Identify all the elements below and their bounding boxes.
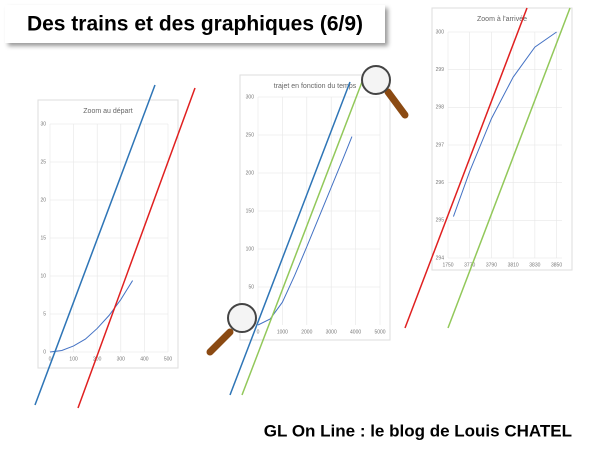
x-tick-label: 3850 xyxy=(551,262,562,268)
x-tick-label: 3000 xyxy=(326,329,337,335)
y-tick-label: 297 xyxy=(436,142,445,148)
chart-title: trajet en fonction du temps xyxy=(274,83,357,90)
y-tick-label: 300 xyxy=(246,94,255,100)
y-tick-label: 300 xyxy=(436,29,445,35)
magnifier xyxy=(361,65,409,119)
x-tick-label: 3790 xyxy=(486,262,497,268)
y-tick-label: 299 xyxy=(436,67,445,73)
data-line xyxy=(452,31,557,217)
data-line xyxy=(49,280,134,353)
x-tick-label: 500 xyxy=(164,356,173,362)
chart-title: Zoom à l'arrivée xyxy=(477,16,527,23)
x-tick-label: 400 xyxy=(140,356,149,362)
x-tick-label: 0 xyxy=(49,356,52,362)
x-tick-label: 3810 xyxy=(508,262,519,268)
x-tick-label: 2000 xyxy=(301,329,312,335)
y-tick-label: 295 xyxy=(436,218,445,224)
data-line xyxy=(257,136,353,326)
x-tick-label: 300 xyxy=(117,356,126,362)
x-tick-label: 100 xyxy=(69,356,78,362)
y-tick-label: 30 xyxy=(40,121,46,127)
y-tick-label: 50 xyxy=(248,284,254,290)
annotation-lines xyxy=(34,7,571,409)
x-tick-label: 1000 xyxy=(277,329,288,335)
x-tick-label: 3830 xyxy=(529,262,540,268)
y-tick-label: 100 xyxy=(246,246,255,252)
y-tick-label: 20 xyxy=(40,197,46,203)
tangent-line xyxy=(447,7,571,329)
slide-title: Des trains et des graphiques (6/9) xyxy=(27,13,363,36)
x-tick-label: 3770 xyxy=(464,262,475,268)
title-box xyxy=(5,5,385,43)
y-tick-label: 294 xyxy=(436,255,445,261)
y-tick-label: 250 xyxy=(246,132,255,138)
y-tick-label: 10 xyxy=(40,273,46,279)
chart-area xyxy=(239,74,391,341)
y-tick-label: 298 xyxy=(436,105,445,111)
x-tick-label: 0 xyxy=(257,329,260,335)
y-tick-label: 296 xyxy=(436,180,445,186)
chart-title: Zoom au départ xyxy=(83,108,132,115)
magnifier xyxy=(206,303,257,356)
y-tick-label: 5 xyxy=(43,311,46,317)
x-tick-label: 200 xyxy=(93,356,102,362)
chart-area xyxy=(431,7,573,271)
x-tick-label: 5000 xyxy=(374,329,385,335)
tangent-line xyxy=(34,84,156,406)
y-tick-label: 200 xyxy=(246,170,255,176)
tangent-line xyxy=(241,81,363,396)
y-tick-label: 15 xyxy=(40,235,46,241)
y-tick-label: 25 xyxy=(40,159,46,165)
chart-area xyxy=(37,99,179,369)
tangent-line xyxy=(404,7,528,329)
y-tick-label: 0 xyxy=(43,349,46,355)
tangent-line xyxy=(229,81,351,396)
x-tick-label: 4000 xyxy=(350,329,361,335)
tangent-line xyxy=(77,87,196,409)
x-tick-label: 1750 xyxy=(442,262,453,268)
y-tick-label: 150 xyxy=(246,208,255,214)
footer: GL On Line : le blog de Louis CHATEL xyxy=(264,421,572,440)
